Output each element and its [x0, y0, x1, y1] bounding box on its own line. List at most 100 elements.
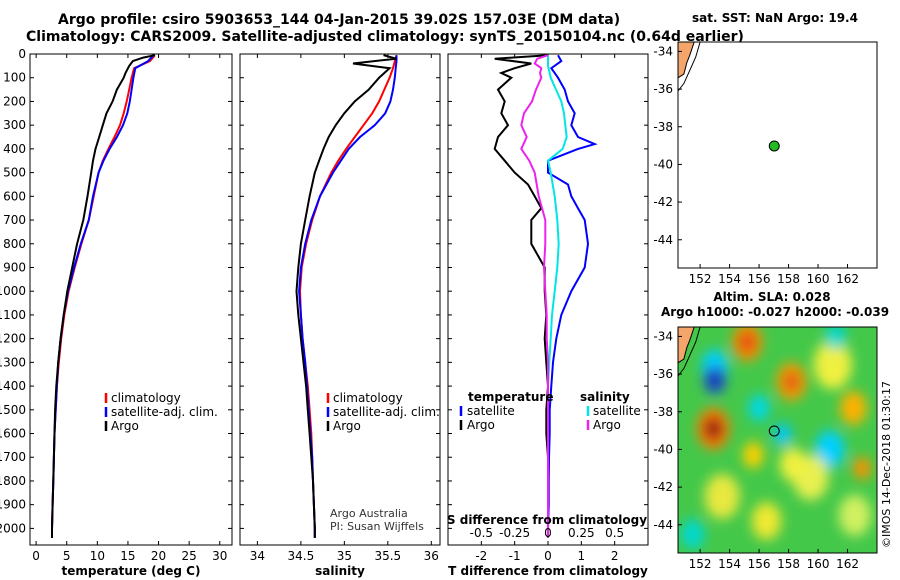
argo-float-marker	[768, 140, 780, 152]
legend-title-temperature: temperature	[468, 390, 553, 404]
y-tick-label: 1900	[0, 498, 26, 512]
sla-anomaly-blob	[709, 373, 721, 387]
series-line-t-argo	[493, 54, 550, 538]
sla-blobs	[680, 327, 872, 550]
sla-anomaly-blob	[739, 332, 755, 352]
y-tick-label: 800	[3, 237, 26, 251]
x-tick-label: 34.5	[288, 549, 315, 563]
map-y-tick-label: -42	[653, 480, 673, 494]
map-y-tick-label: -34	[653, 329, 673, 343]
sla-map-frame	[677, 326, 878, 554]
y-tick-label: 2000	[0, 521, 26, 535]
sla-anomaly-blob	[853, 456, 872, 480]
y-tick-label: 1400	[0, 379, 26, 393]
x-tick-label: 2	[611, 549, 619, 563]
legend-label: climatology	[333, 391, 403, 405]
sla-anomaly-blob	[748, 394, 770, 422]
x-tick-label: 35.5	[374, 549, 401, 563]
map-y-tick-label: -34	[653, 44, 673, 58]
s-tick-label: -0.5	[470, 526, 493, 540]
sst-map-frame	[677, 41, 878, 269]
series-line-s-argo	[520, 54, 549, 538]
legend-title-salinity: salinity	[580, 390, 630, 404]
sla-anomaly-blob	[813, 340, 852, 390]
legend-label: satellite-adj. clim.	[111, 405, 218, 419]
x-tick-label: -2	[475, 549, 487, 563]
s-tick-label: -0.25	[499, 526, 530, 540]
x-tick-label: 34	[250, 549, 265, 563]
sla-anomaly-blob	[784, 372, 799, 392]
title-line-1: Argo profile: csiro 5903653_144 04-Jan-2…	[58, 12, 621, 28]
x-tick-label: 35	[337, 549, 352, 563]
x-tick-label: 5	[63, 549, 71, 563]
map-y-tick-label: -36	[653, 367, 673, 381]
x-tick-label: -1	[509, 549, 521, 563]
legend-label: Argo	[467, 418, 495, 432]
argo-float-marker	[768, 425, 780, 437]
map-x-tick-label: 158	[777, 557, 800, 571]
y-tick-label: 1800	[0, 474, 26, 488]
x-tick-label: 0	[32, 549, 40, 563]
y-tick-label: 0	[18, 47, 26, 61]
panel-salinity: 34 34.5 35 35.5 36 salinity climatologysatelli…	[239, 53, 441, 578]
sla-anomaly-blob	[742, 441, 764, 469]
sst-map-title: sat. SST: NaN Argo: 19.4	[692, 11, 858, 25]
legend-label: Argo	[111, 419, 139, 433]
s-tick-label: 0	[544, 526, 552, 540]
map-x-tick-label: 156	[748, 272, 771, 286]
sla-anomaly-blob	[779, 447, 807, 482]
x-tick-label: 1	[578, 549, 586, 563]
legend-label: satellite	[593, 404, 641, 418]
map-x-tick-label: 162	[836, 272, 859, 286]
s-tick-label: 0.5	[605, 526, 624, 540]
y-tick-label: 500	[3, 166, 26, 180]
sla-anomaly-blob	[680, 519, 705, 550]
map-y-tick-label: -44	[653, 518, 673, 532]
x-tick-label: 25	[182, 549, 197, 563]
depth-contour	[677, 41, 701, 92]
y-tick-label: 600	[3, 189, 26, 203]
map-x-tick-label: 154	[718, 557, 741, 571]
y-tick-label: 700	[3, 213, 26, 227]
annotation-pi: PI: Susan Wijffels	[330, 520, 424, 533]
map-x-tick-label: 160	[807, 272, 830, 286]
sla-anomaly-blob	[815, 430, 845, 469]
s-tick-label: 0.25	[568, 526, 595, 540]
legend-label: Argo	[333, 419, 361, 433]
map-y-tick-label: -38	[653, 120, 673, 134]
y-tick-label: 1200	[0, 332, 26, 346]
sla-map-title-1: Altim. SLA: 0.028	[713, 290, 830, 304]
map-y-tick-label: -38	[653, 405, 673, 419]
y-tick-label: 400	[3, 142, 26, 156]
sla-anomaly-blob	[838, 494, 872, 537]
x-tick-label: 10	[90, 549, 105, 563]
x-axis-label: T difference from climatology	[448, 564, 648, 578]
map-x-tick-label: 154	[718, 272, 741, 286]
y-tick-label: 1700	[0, 450, 26, 464]
sla-map-title-2: Argo h1000: -0.027 h2000: -0.039	[661, 305, 889, 319]
depth-contour	[677, 326, 701, 377]
y-tick-label: 1000	[0, 284, 26, 298]
sla-anomaly-blob	[840, 391, 867, 425]
series-line-t-satellite	[547, 54, 598, 538]
map-x-tick-label: 160	[807, 557, 830, 571]
x-tick-label: 15	[120, 549, 135, 563]
map-x-tick-label: 162	[836, 557, 859, 571]
series-line-argo	[51, 54, 156, 538]
y-tick-label: 300	[3, 118, 26, 132]
annotation-argo-australia: Argo Australia	[330, 507, 408, 520]
y-tick-label: 200	[3, 94, 26, 108]
sla-anomaly-blob	[751, 502, 782, 540]
panel-differences: -2 -1 0 1 2T difference from climatology -0.5…	[447, 53, 649, 578]
map-x-tick-label: 156	[748, 557, 771, 571]
x-tick-label: 30	[212, 549, 227, 563]
x-tick-label: 36	[424, 549, 439, 563]
panel-temperature: 0 5 10 15 20 25 30 temperature (deg C) climatolo…	[29, 53, 233, 578]
legend-label: Argo	[593, 418, 621, 432]
s-axis-label: S difference from climatology	[447, 513, 647, 527]
y-tick-label: 1300	[0, 355, 26, 369]
x-axis-label: salinity	[315, 564, 365, 578]
map-y-tick-label: -40	[653, 442, 673, 456]
map-y-tick-label: -40	[653, 157, 673, 171]
